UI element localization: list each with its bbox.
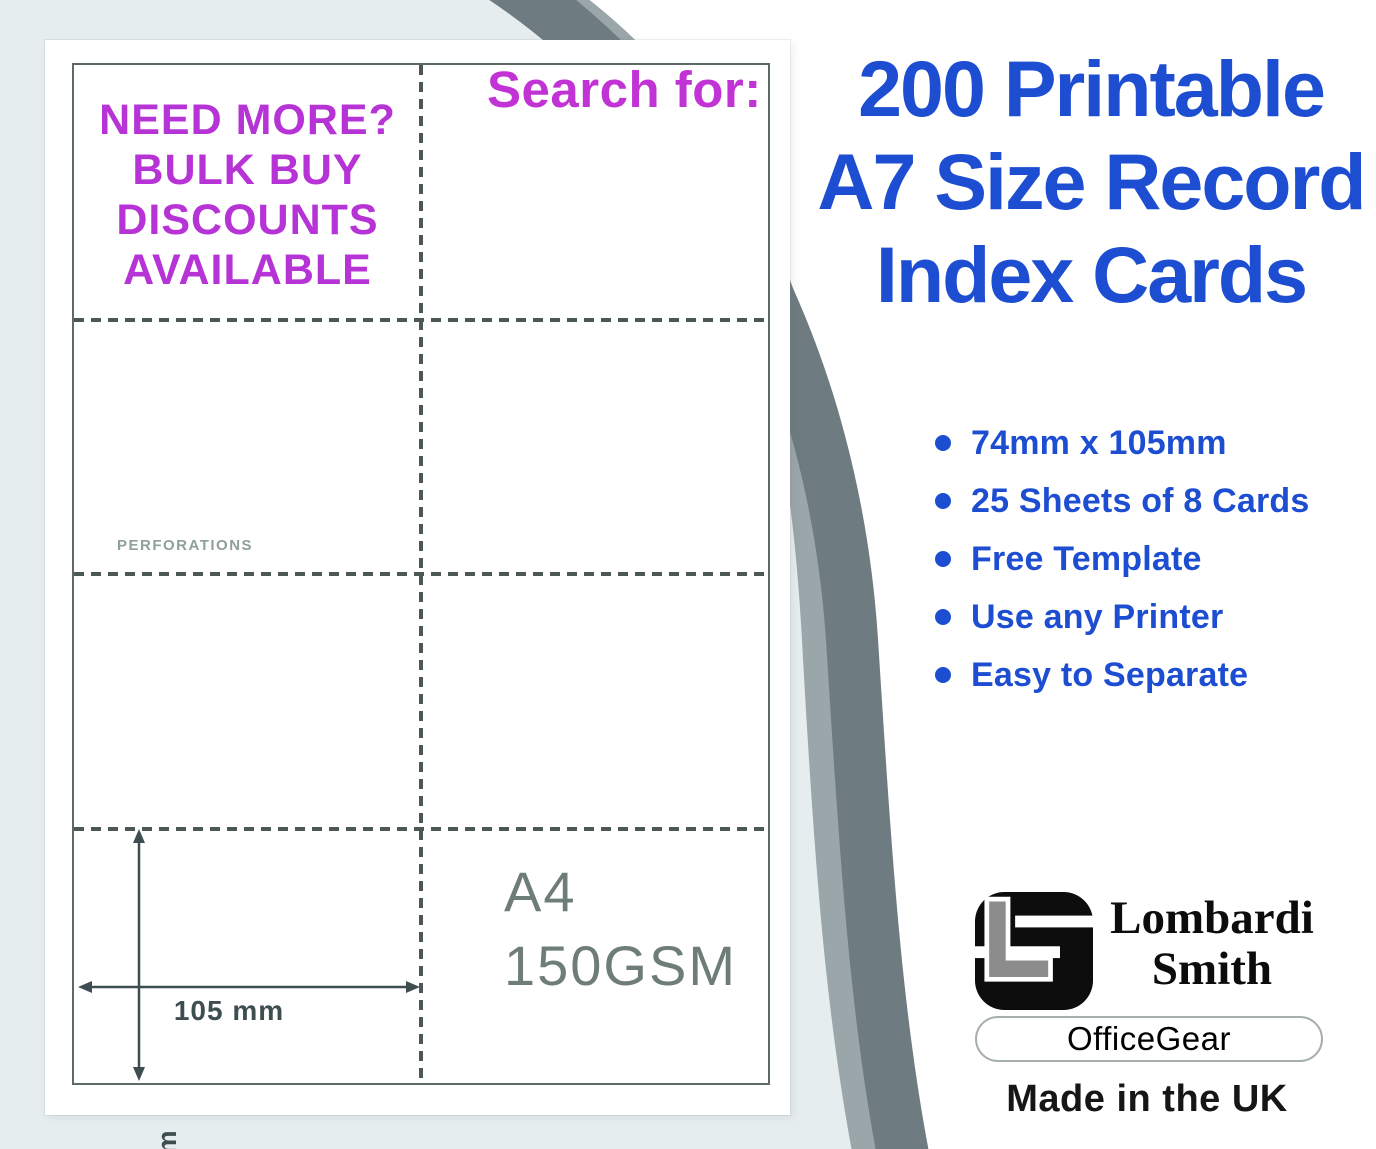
paper-spec-label: A4 150GSM [504,855,774,1003]
bullet-dot-icon [935,667,951,683]
feature-item: Easy to Separate [935,646,1309,704]
lombardi-smith-logo-icon [975,892,1093,1010]
promo-line: NEED MORE? [99,96,396,145]
feature-label: 74mm x 105mm [971,423,1227,462]
feature-item: 25 Sheets of 8 Cards [935,472,1309,530]
dimension-arrows-icon [78,829,420,1081]
brand-name-line: Smith [1151,943,1273,995]
feature-item: Use any Printer [935,588,1309,646]
feature-item: 74mm x 105mm [935,414,1309,472]
paper-size-label: A4 [504,860,577,923]
search-for-prefix: Search for: [487,61,762,118]
bullet-dot-icon [935,551,951,567]
title-line: Index Cards [875,230,1308,319]
perforations-label: PERFORATIONS [117,537,254,554]
bullet-dot-icon [935,609,951,625]
width-dimension-label: 105 mm [173,995,285,1026]
a4-sheet-diagram: NEED MORE? BULK BUY DISCOUNTS AVAILABLE … [72,63,770,1149]
perforation-line-column [419,65,423,1083]
bullet-dot-icon [935,435,951,451]
feature-label: Use any Printer [971,597,1224,636]
bulk-buy-promo: NEED MORE? BULK BUY DISCOUNTS AVAILABLE [74,65,421,320]
feature-label: Easy to Separate [971,655,1249,694]
title-line: 200 Printable [858,44,1326,133]
promo-line: BULK BUY [132,146,363,195]
feature-item: Free Template [935,530,1309,588]
sheet-mat: NEED MORE? BULK BUY DISCOUNTS AVAILABLE … [45,40,790,1149]
height-dimension-label: 74 mm [152,1055,182,1149]
product-title: 200 Printable A7 Size Record Index Cards [806,42,1376,321]
bullet-dot-icon [935,493,951,509]
officegear-badge: OfficeGear [975,1016,1323,1062]
feature-label: 25 Sheets of 8 Cards [971,481,1310,520]
badge-label: OfficeGear [1067,1020,1231,1057]
brand-name-line: Lombardi [1110,892,1314,944]
brand-name: Lombardi Smith [1096,893,1328,995]
feature-label: Free Template [971,539,1202,578]
feature-list: 74mm x 105mm 25 Sheets of 8 Cards Free T… [935,414,1309,704]
promo-line: DISCOUNTS [116,196,379,245]
title-line: A7 Size Record [817,137,1366,226]
made-in-uk-label: Made in the UK [1006,1078,1288,1120]
paper-weight-label: 150GSM [504,934,737,997]
promo-line: AVAILABLE [123,246,372,295]
ring-inner-area [546,0,1376,1149]
